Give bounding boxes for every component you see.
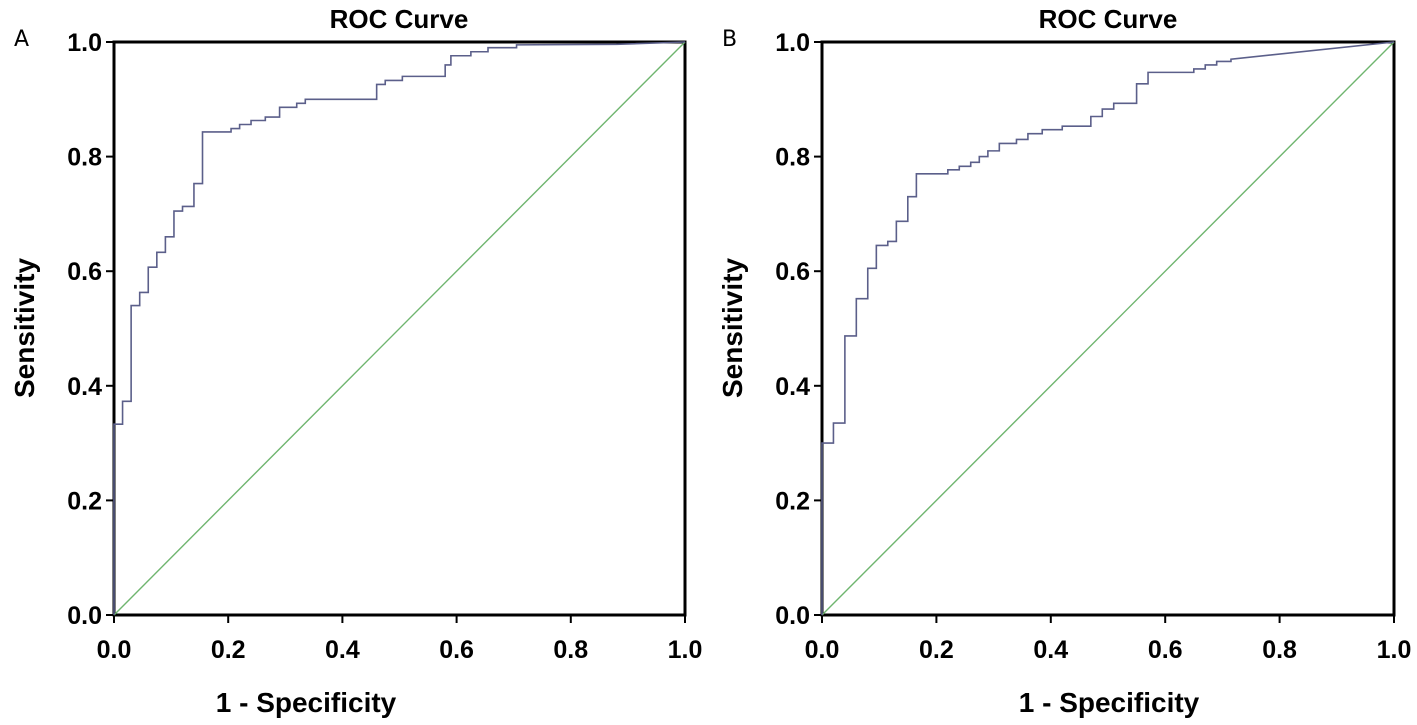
panel-a-plot-frame <box>112 40 687 617</box>
panel-b-y-tick-label: 1.0 <box>775 29 810 57</box>
panel-a-y-tick-label: 0.0 <box>67 602 102 630</box>
panel-a-x-tick-label: 0.2 <box>211 636 246 664</box>
panel-b-y-tick-label: 0.2 <box>775 487 810 515</box>
panel-a-reference-line <box>113 41 686 616</box>
panel-b-letter: B <box>722 27 737 52</box>
panel-b-y-axis: 0.0 0.2 0.4 0.6 0.8 1.0 <box>775 29 822 630</box>
panel-a-x-tick-label: 0.4 <box>325 636 360 664</box>
panel-b-y-tick-label: 0.8 <box>775 144 810 172</box>
panel-a-x-tick-label: 0.8 <box>553 636 588 664</box>
panel-a-x-axis-label: 1 - Specificity <box>216 687 397 718</box>
panel-b-x-tick-label: 0.4 <box>1033 636 1068 664</box>
panel-b-roc-curve <box>821 41 1395 615</box>
panel-b-x-tick-label: 1.0 <box>1377 636 1412 664</box>
panel-a-letter: A <box>14 27 29 52</box>
panel-b-title: ROC Curve <box>1039 4 1178 34</box>
panel-b-reference-line <box>821 41 1395 616</box>
panel-b-x-tick-label: 0.8 <box>1262 636 1297 664</box>
panel-a-x-tick-label: 0.0 <box>97 636 132 664</box>
panel-a-x-axis: 0.0 0.2 0.4 0.6 0.8 1.0 <box>97 615 703 664</box>
panel-b-x-axis: 0.0 0.2 0.4 0.6 0.8 1.0 <box>805 615 1412 664</box>
panel-b-x-tick-label: 0.6 <box>1148 636 1183 664</box>
panel-a-y-axis: 0.0 0.2 0.4 0.6 0.8 1.0 <box>67 29 114 630</box>
panel-a-title: ROC Curve <box>330 4 469 34</box>
panel-b-y-tick-label: 0.4 <box>775 373 810 401</box>
panel-b-x-tick-label: 0.2 <box>919 636 954 664</box>
panel-a-y-tick-label: 0.6 <box>67 258 102 286</box>
panel-a-x-tick-label: 1.0 <box>668 636 703 664</box>
panel-b: B ROC Curve 0.0 0.2 0.4 0.6 0.8 1.0 0.0 0.2 0.4… <box>717 4 1411 718</box>
panel-b-y-tick-label: 0.0 <box>775 602 810 630</box>
panel-a: A ROC Curve 0.0 0.2 0.4 0.6 0.8 1.0 0.0 0.2 0.4… <box>9 4 702 718</box>
panel-b-x-tick-label: 0.0 <box>805 636 840 664</box>
panel-b-y-axis-label: Sensitivity <box>717 258 748 398</box>
panel-a-y-tick-label: 0.4 <box>67 373 102 401</box>
panel-a-y-tick-label: 0.2 <box>67 487 102 515</box>
panel-a-y-tick-label: 0.8 <box>67 144 102 172</box>
panel-b-x-axis-label: 1 - Specificity <box>1019 687 1200 718</box>
panel-a-roc-curve <box>113 41 686 615</box>
panel-a-y-tick-label: 1.0 <box>67 29 102 57</box>
panel-b-y-tick-label: 0.6 <box>775 258 810 286</box>
panel-a-x-tick-label: 0.6 <box>439 636 474 664</box>
panel-a-y-axis-label: Sensitivity <box>9 258 40 398</box>
panel-b-plot-frame <box>820 40 1396 617</box>
